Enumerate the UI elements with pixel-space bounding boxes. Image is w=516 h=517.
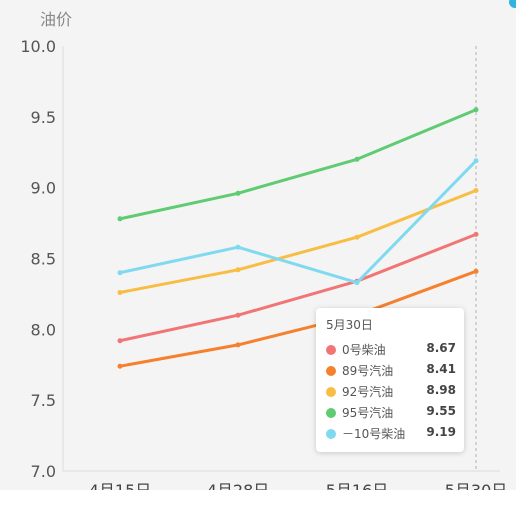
y-tick-label: 10.0 xyxy=(20,37,56,56)
data-point[interactable] xyxy=(235,190,241,196)
legend-dot-icon xyxy=(326,345,336,355)
series-line xyxy=(119,108,477,221)
tooltip-series-value: 9.19 xyxy=(426,425,456,439)
data-point[interactable] xyxy=(473,107,479,113)
data-point[interactable] xyxy=(354,156,360,162)
chart-svg: 油价 7.0 7.5 8.0 8.5 9.0 9.5 10.0 4月15日 4月28日 5月16… xyxy=(20,10,508,490)
legend-dot-icon xyxy=(326,366,336,376)
series-line xyxy=(119,189,477,294)
data-point[interactable] xyxy=(235,244,241,250)
data-point[interactable] xyxy=(473,231,479,237)
tooltip-series-name: －10号柴油 xyxy=(342,427,406,441)
data-point[interactable] xyxy=(354,280,360,286)
series-line xyxy=(119,269,477,368)
tooltip-row: 0号柴油 8.67 xyxy=(326,340,456,360)
data-point[interactable] xyxy=(473,268,479,274)
tooltip-row: 95号汽油 9.55 xyxy=(326,403,456,423)
x-axis: 4月15日 4月28日 5月16日 5月30日 xyxy=(89,481,508,490)
data-point[interactable] xyxy=(117,338,123,344)
tooltip-row: －10号柴油 9.19 xyxy=(326,424,456,444)
data-point[interactable] xyxy=(473,158,479,164)
y-tick-label: 9.0 xyxy=(31,179,56,198)
series-group xyxy=(117,188,479,295)
y-tick-label: 8.0 xyxy=(31,320,56,339)
data-point[interactable] xyxy=(235,267,241,273)
data-point[interactable] xyxy=(117,216,123,222)
y-tick-label: 7.0 xyxy=(31,462,56,481)
legend-dot-icon xyxy=(326,387,336,397)
y-tick-label: 9.5 xyxy=(31,108,56,127)
tooltip-series-value: 9.55 xyxy=(426,404,456,418)
x-tick-label: 5月30日 xyxy=(445,481,508,490)
x-tick-label: 4月28日 xyxy=(207,481,270,490)
y-tick-label: 8.5 xyxy=(31,250,56,269)
data-point[interactable] xyxy=(235,342,241,348)
series-line xyxy=(119,159,478,285)
data-point[interactable] xyxy=(354,234,360,240)
data-point[interactable] xyxy=(473,188,479,193)
data-point[interactable] xyxy=(235,312,241,318)
x-tick-label: 5月16日 xyxy=(326,481,389,490)
series-group xyxy=(117,107,479,222)
x-tick-label: 4月15日 xyxy=(89,481,152,490)
series-line xyxy=(119,233,477,343)
tooltip-series-value: 8.98 xyxy=(426,383,456,397)
tooltip-row: 92号汽油 8.98 xyxy=(326,382,456,402)
y-axis-label: 油价 xyxy=(40,10,72,29)
series-layer xyxy=(117,107,479,369)
y-axis: 7.0 7.5 8.0 8.5 9.0 9.5 10.0 xyxy=(20,37,56,481)
data-point[interactable] xyxy=(117,363,123,369)
tooltip-series-name: 95号汽油 xyxy=(342,406,394,420)
line-chart: 油价 7.0 7.5 8.0 8.5 9.0 9.5 10.0 4月15日 4月28日 5月16… xyxy=(0,0,516,490)
tooltip-series-name: 92号汽油 xyxy=(342,385,394,399)
legend-dot-icon xyxy=(326,408,336,418)
series-group xyxy=(117,158,479,286)
y-tick-label: 7.5 xyxy=(31,391,56,410)
tooltip-row: 89号汽油 8.41 xyxy=(326,361,456,381)
tooltip-series-name: 89号汽油 xyxy=(342,364,394,378)
data-point[interactable] xyxy=(117,290,123,295)
tooltip-series-name: 0号柴油 xyxy=(342,343,386,357)
tooltip-series-value: 8.67 xyxy=(426,341,456,355)
tooltip: 5月30日 0号柴油 8.67 89号汽油 8.41 92号汽油 8.98 95… xyxy=(316,308,464,452)
corner-indicator-icon xyxy=(509,0,516,8)
tooltip-title: 5月30日 xyxy=(326,318,373,332)
legend-dot-icon xyxy=(326,429,336,439)
data-point[interactable] xyxy=(117,270,123,276)
tooltip-series-value: 8.41 xyxy=(426,362,456,376)
